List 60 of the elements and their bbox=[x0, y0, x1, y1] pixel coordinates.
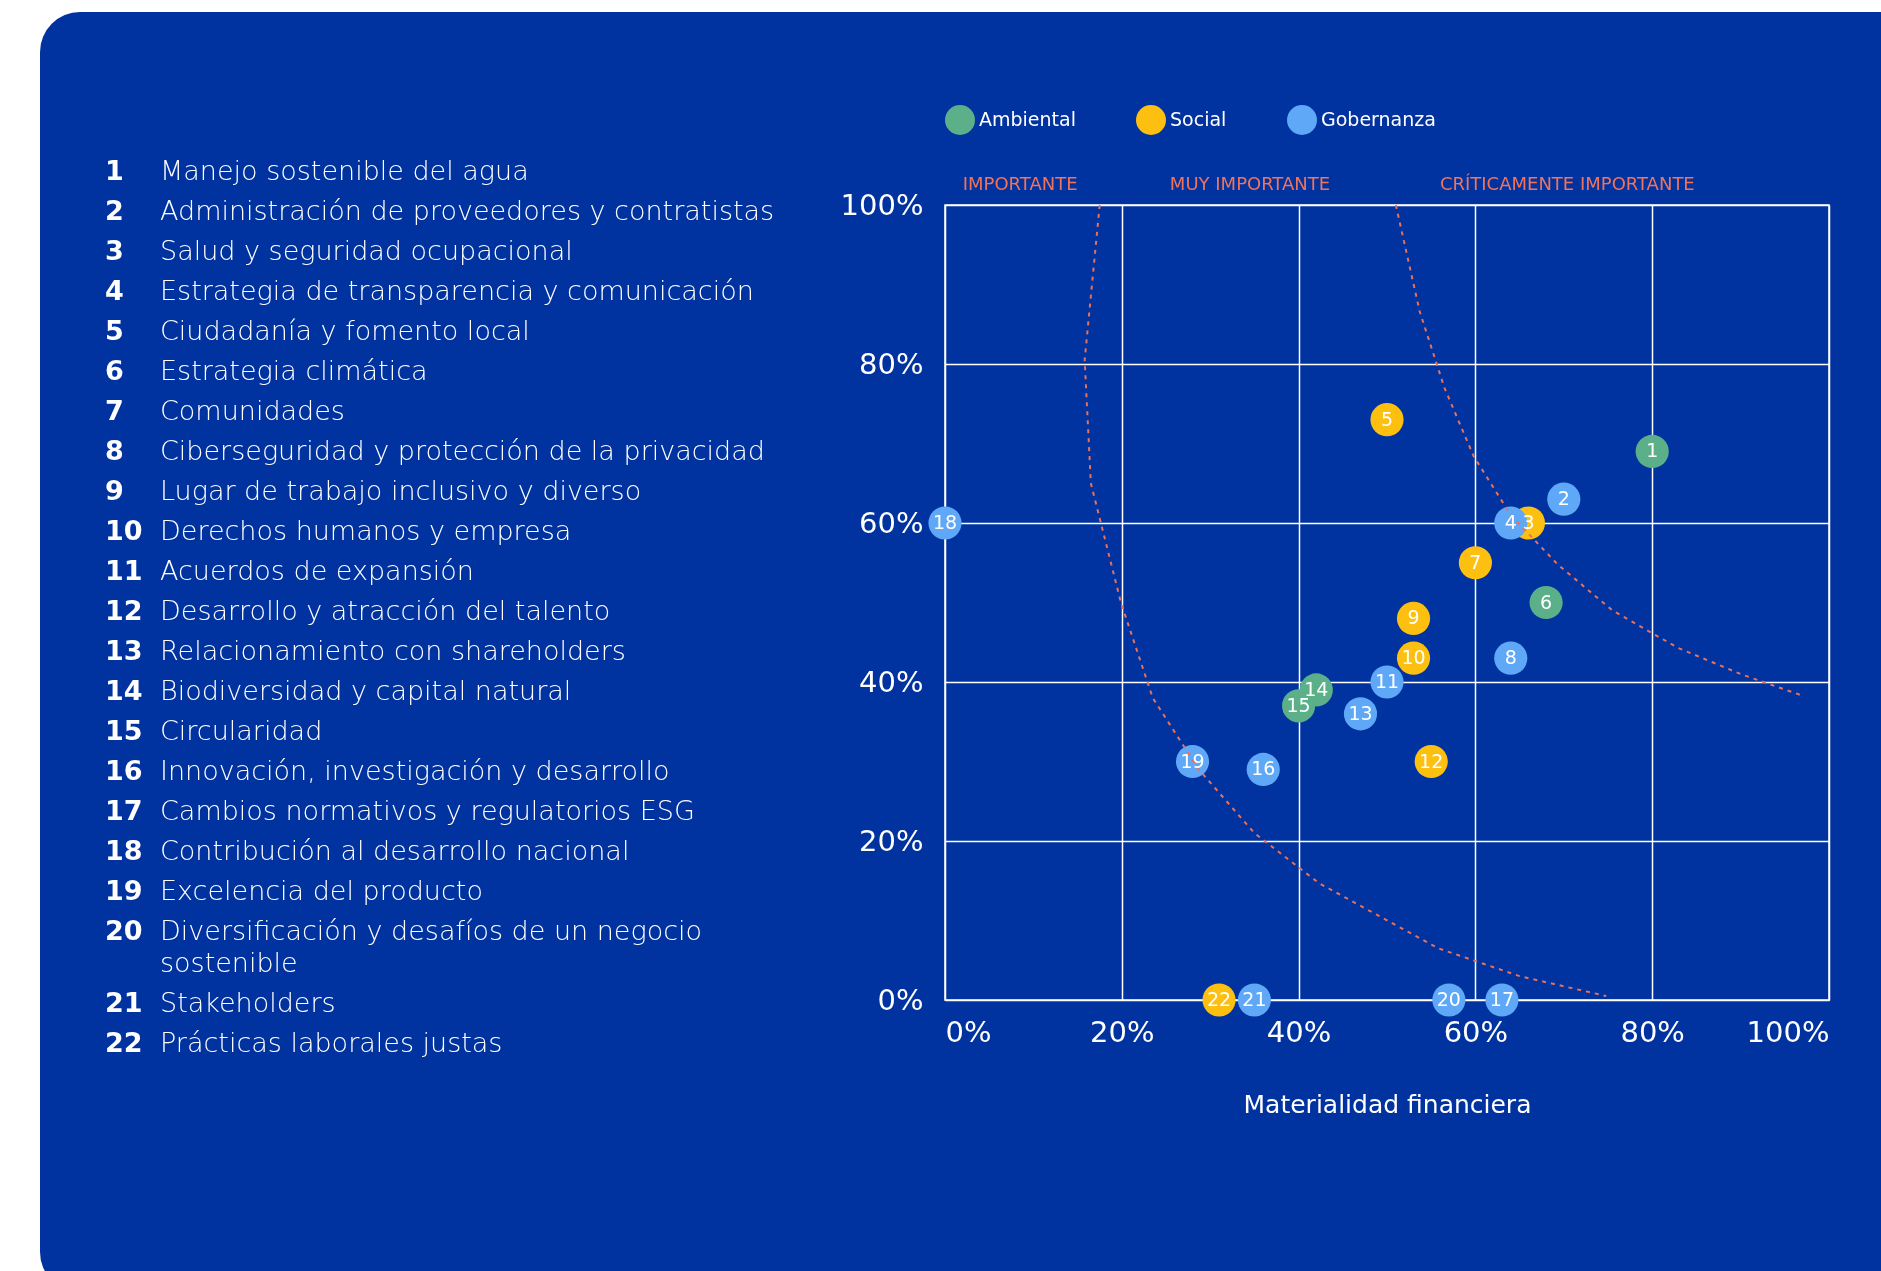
text: 5 Ciudadanía y fomento local bbox=[105, 315, 530, 346]
annotation: 5 bbox=[1380, 407, 1394, 430]
text: 13 Relacionamiento con shareholders bbox=[105, 635, 627, 667]
legend-label: Ambiental bbox=[979, 108, 1076, 130]
text: 4 Estrategia de transparencia y comunicación bbox=[105, 275, 754, 306]
text: 6 Estrategia climática bbox=[105, 355, 428, 386]
text: 16 Innovación, investigación y desarrollo bbox=[105, 755, 671, 787]
annotation: 9 bbox=[1407, 606, 1420, 629]
text: 1 Manejo sostenible del agua bbox=[105, 155, 529, 186]
text: 10 Derechos humanos y empresa bbox=[105, 515, 573, 547]
annotation: 4 bbox=[1504, 511, 1517, 533]
y-tick-label: 0% bbox=[877, 982, 924, 1017]
x-tick-label: 80% bbox=[1620, 1014, 1685, 1049]
y-tick-label: 40% bbox=[859, 664, 924, 699]
annotation: 22 bbox=[1206, 988, 1232, 1010]
text: 19 Excelencia del producto bbox=[105, 875, 484, 907]
x-tick-label: 0% bbox=[945, 1014, 992, 1049]
annotation: 7 bbox=[1469, 550, 1482, 573]
annotation: 6 bbox=[1540, 590, 1553, 613]
y-tick-label: 100% bbox=[840, 187, 924, 222]
annotation: 12 bbox=[1419, 749, 1444, 772]
x-tick-label: 20% bbox=[1090, 1014, 1155, 1049]
y-tick-label: 60% bbox=[859, 505, 924, 540]
text: 8 Ciberseguridad y protección de la privacidad bbox=[105, 435, 765, 466]
text: 2 Administración de proveedores y contratistas bbox=[105, 195, 775, 226]
annotation: 2 bbox=[1557, 487, 1570, 510]
annotation: 16 bbox=[1251, 757, 1276, 780]
x-tick-label: 60% bbox=[1443, 1014, 1509, 1049]
annotation: 21 bbox=[1242, 988, 1267, 1010]
text: MUY IMPORTANTE bbox=[1169, 173, 1331, 194]
text: 21 Stakeholders bbox=[105, 987, 337, 1019]
text: CRÍTICAMENTE IMPORTANTE bbox=[1439, 173, 1695, 194]
annotation: 13 bbox=[1348, 701, 1373, 724]
text: 11 Acuerdos de expansión bbox=[105, 555, 475, 587]
text: 15 Circularidad bbox=[105, 715, 324, 747]
y-tick-label: 80% bbox=[859, 346, 924, 381]
annotation: 10 bbox=[1401, 646, 1426, 669]
x-tick-label: 40% bbox=[1266, 1014, 1332, 1049]
annotation: 1 bbox=[1646, 439, 1659, 462]
text: 14 Biodiversidad y capital natural bbox=[105, 675, 573, 707]
text: 18 Contribución al desarrollo nacional bbox=[105, 835, 631, 867]
annotation: 11 bbox=[1374, 670, 1400, 692]
annotation: 19 bbox=[1180, 749, 1205, 772]
annotation: 17 bbox=[1489, 988, 1515, 1010]
text: 12 Desarrollo y atracción del talento bbox=[105, 595, 612, 627]
x-tick-label: 100% bbox=[1746, 1014, 1830, 1049]
text: 22 Prácticas laborales justas bbox=[105, 1027, 504, 1059]
annotation: 18 bbox=[932, 511, 958, 533]
annotation: 8 bbox=[1504, 646, 1517, 669]
text: 3 Salud y seguridad ocupacional bbox=[105, 235, 573, 266]
text: 7 Comunidades bbox=[105, 395, 345, 426]
text: IMPORTANTE bbox=[962, 173, 1078, 194]
text: 9 Lugar de trabajo inclusivo y diverso bbox=[105, 475, 642, 506]
legend-label: Gobernanza bbox=[1321, 108, 1436, 130]
x-axis-title: Materialidad financiera bbox=[1243, 1089, 1532, 1119]
legend-label: Social bbox=[1170, 108, 1227, 130]
annotation: 20 bbox=[1436, 988, 1461, 1010]
y-tick-label: 20% bbox=[859, 823, 924, 858]
text: 20 Diversificación y desafíos de un negocio sostenible bbox=[105, 915, 704, 979]
text: 17 Cambios normativos y regulatorios ESG bbox=[105, 795, 696, 827]
